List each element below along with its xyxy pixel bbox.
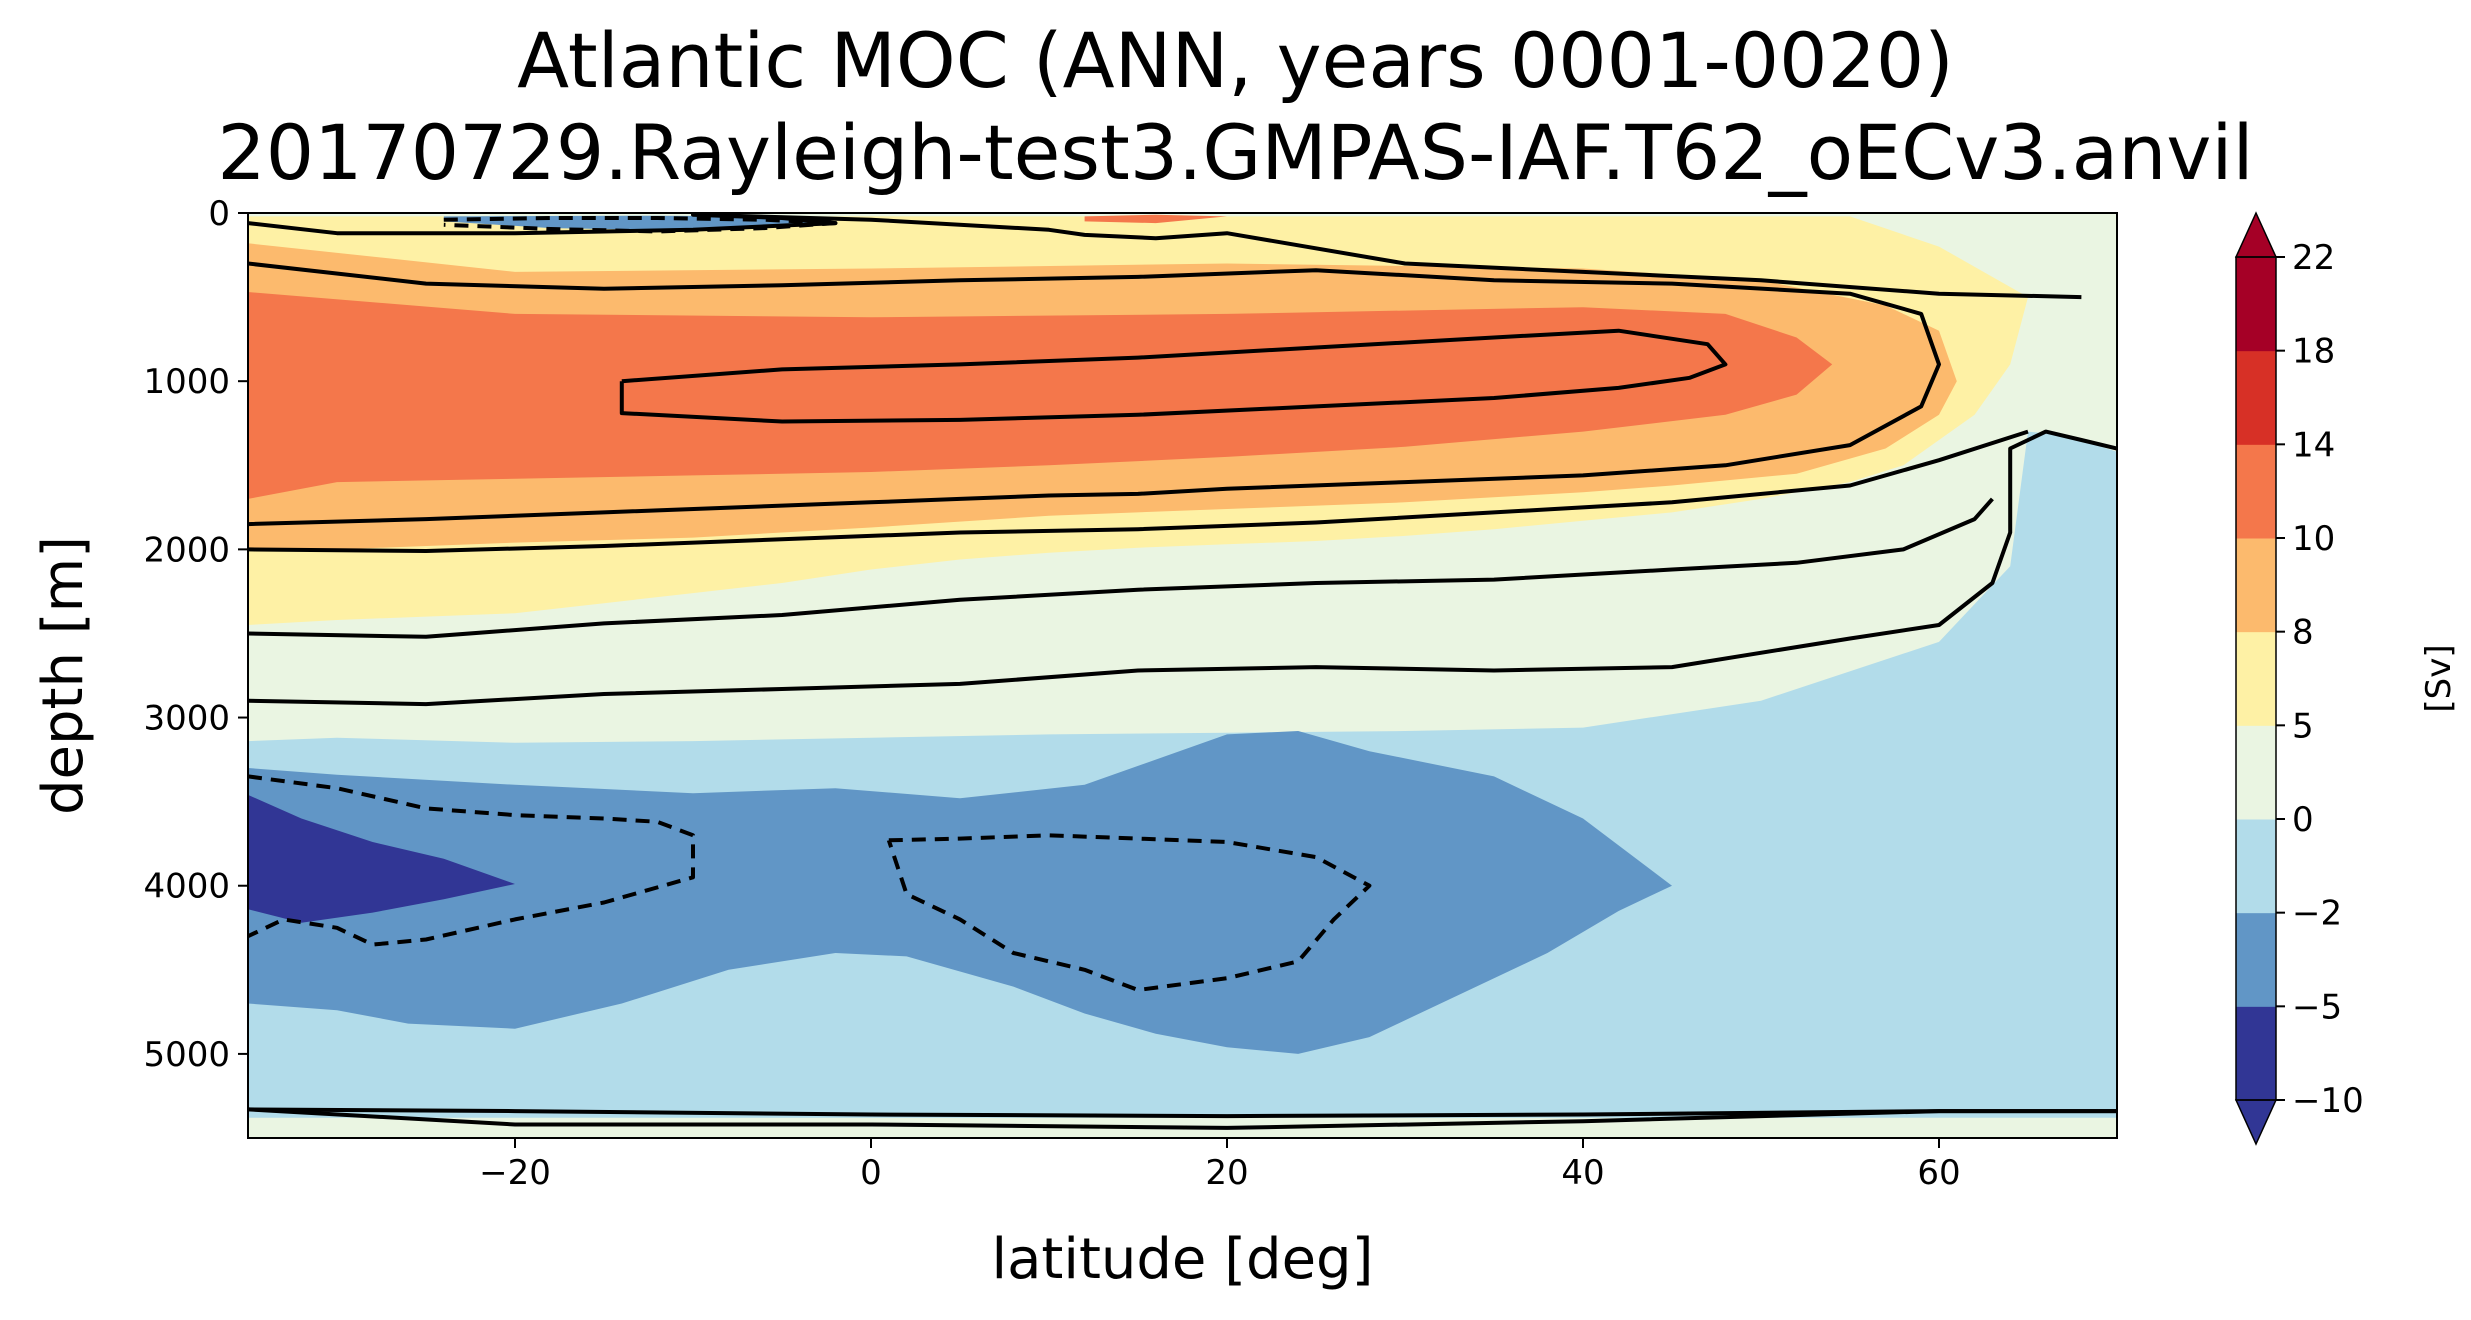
contour-line-3 [248, 497, 1994, 639]
x-tick-label: 20 [1205, 1153, 1248, 1193]
colorbar-segment [2236, 538, 2276, 633]
colorbar-label: [Sv] [2419, 644, 2459, 712]
y-tick-label: 2000 [143, 530, 230, 570]
x-tick-label: 40 [1561, 1153, 1604, 1193]
colorbar-tick-label: 8 [2292, 613, 2314, 653]
colorbar-tick-label: 5 [2292, 706, 2314, 746]
contour-line-4 [248, 429, 2029, 553]
region-3 [248, 292, 1833, 499]
colorbar-tick-label: −2 [2292, 894, 2342, 934]
colorbar-segment [2236, 257, 2276, 352]
region-6 [248, 794, 515, 923]
colorbar-tick-label: 14 [2292, 425, 2335, 465]
colorbar: −10 −5 −2 0 5 8 10 14 18 22 [2234, 211, 2364, 1146]
chart-title-line-2: 20170729.Rayleigh-test3.GMPAS-IAF.T62_oE… [217, 108, 2254, 197]
plot-fill-layer [248, 213, 2117, 1138]
y-axis: 0 1000 2000 3000 4000 5000 [143, 194, 248, 1075]
colorbar-tick-label: 22 [2292, 238, 2335, 278]
region-8 [1084, 214, 1227, 224]
y-tick-label: 5000 [143, 1035, 230, 1075]
colorbar-tick-label: 0 [2292, 800, 2314, 840]
contour-line-2 [248, 429, 2117, 707]
contour-line-10 [443, 216, 838, 234]
colorbar-frame [2235, 256, 2277, 1101]
colorbar-extend-min [2234, 1099, 2278, 1146]
colorbar-segment [2236, 350, 2276, 445]
contour-line-8 [248, 774, 695, 947]
colorbar-segment [2236, 1006, 2276, 1101]
region-5 [248, 731, 1672, 1054]
chart-title-line-1: Atlantic MOC (ANN, years 0001-0020) [517, 16, 1954, 105]
colorbar-segment [2236, 631, 2276, 726]
colorbar-segment [2236, 819, 2276, 914]
contour-layer [248, 213, 2117, 1130]
x-tick-label: 60 [1917, 1153, 1960, 1193]
contour-line-1 [248, 1107, 2117, 1130]
y-axis-label: depth [m] [31, 536, 96, 815]
y-tick-label: 4000 [143, 867, 230, 907]
x-tick-label: 0 [860, 1153, 882, 1193]
x-axis-label: latitude [deg] [992, 1227, 1374, 1292]
plot-frame [247, 212, 2118, 1139]
colorbar-segment [2236, 912, 2276, 1007]
contour-line-9 [886, 833, 1372, 992]
colorbar-tick-label: 10 [2292, 519, 2335, 559]
colorbar-tick-label: −5 [2292, 987, 2342, 1027]
y-tick-label: 0 [208, 194, 230, 234]
contour-line-7 [248, 213, 2082, 300]
x-tick-label: −20 [479, 1153, 551, 1193]
x-axis: −20 0 20 40 60 [479, 1138, 1961, 1193]
contour-line-6 [619, 328, 1728, 424]
colorbar-segment [2236, 725, 2276, 820]
colorbar-tick-label: −10 [2292, 1081, 2364, 1121]
colorbar-extend-max [2234, 211, 2278, 258]
colorbar-segment [2236, 444, 2276, 539]
y-tick-label: 1000 [143, 362, 230, 402]
contour-line-5 [248, 261, 1941, 527]
colorbar-tick-label: 18 [2292, 332, 2335, 372]
y-tick-label: 3000 [143, 699, 230, 739]
